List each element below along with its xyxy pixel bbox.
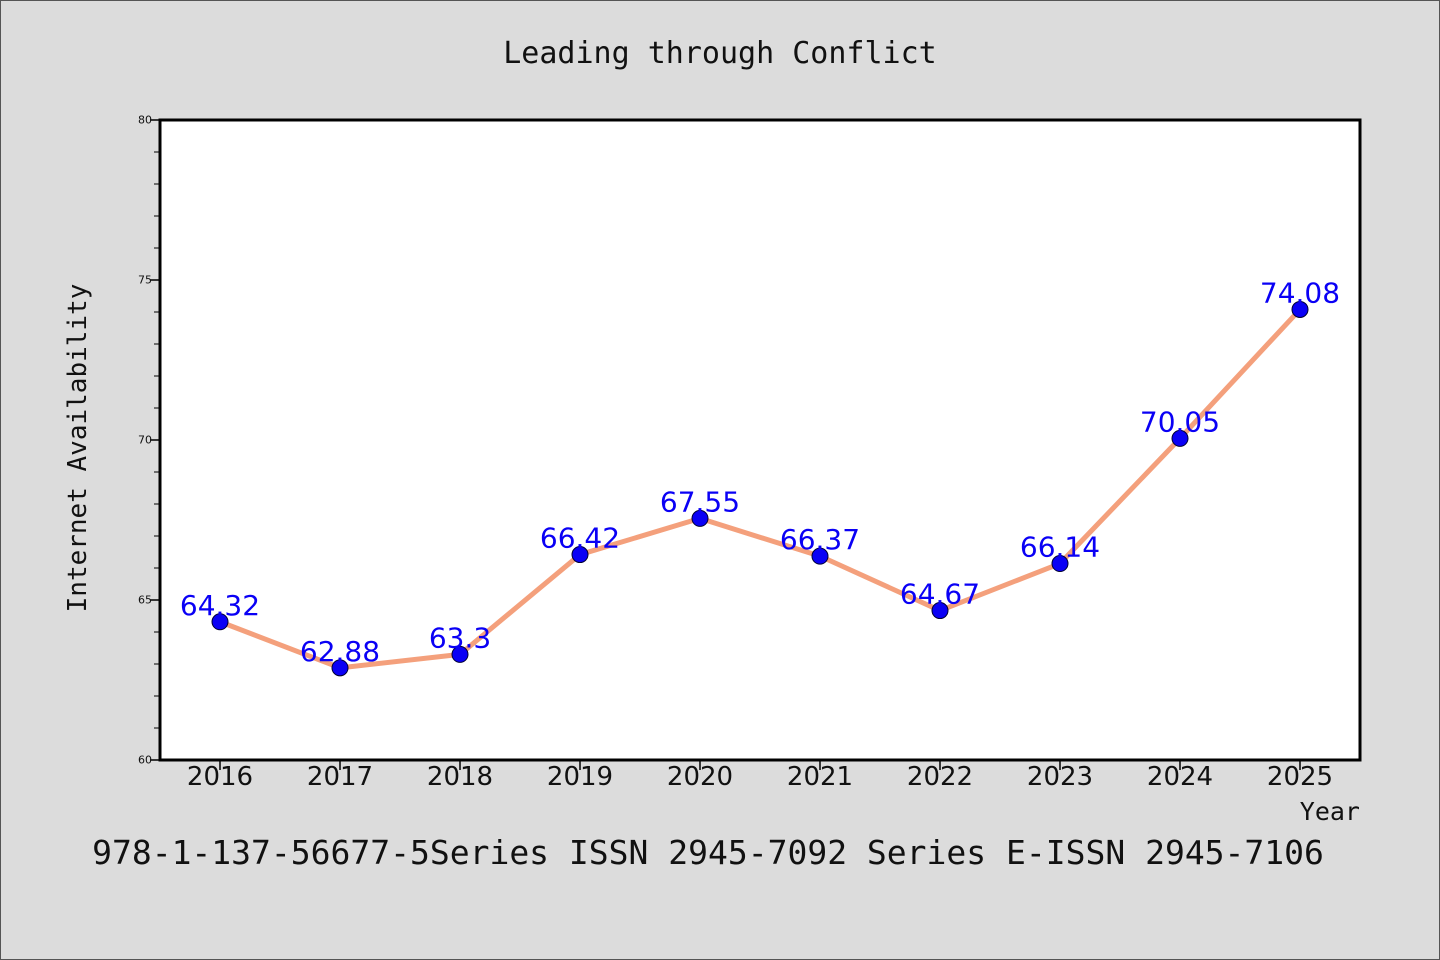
x-tick-label: 2019 <box>547 762 613 792</box>
x-tick-label: 2025 <box>1267 762 1333 792</box>
y-tick-label: 70 <box>138 434 152 447</box>
y-tick-label: 75 <box>138 274 152 287</box>
data-point-marker <box>1171 429 1189 447</box>
isbn-issn-footnote: 978-1-137-56677-5Series ISSN 2945-7092 S… <box>92 833 1324 872</box>
data-label: 63.3 <box>429 621 491 654</box>
data-label: 64.32 <box>180 589 260 622</box>
data-point-marker <box>211 613 229 631</box>
y-axis-label: Internet Availability <box>63 284 93 613</box>
y-tick-label: 80 <box>138 114 152 127</box>
x-tick-label: 2020 <box>667 762 733 792</box>
data-label: 70.05 <box>1140 405 1220 438</box>
x-tick-label: 2018 <box>427 762 493 792</box>
data-point-marker <box>691 509 709 527</box>
x-axis-ticks: 2016 2017 2018 2019 2020 2021 2022 2023 2024 2025 <box>187 760 1333 792</box>
data-point-marker <box>811 547 829 565</box>
data-point-marker <box>1051 555 1069 573</box>
x-axis-label: Year <box>1300 797 1360 826</box>
chart-title: Leading through Conflict <box>503 36 936 71</box>
data-point-marker <box>451 645 469 663</box>
data-point-marker <box>331 659 349 677</box>
data-point-marker <box>1291 300 1309 318</box>
data-label: 66.42 <box>540 522 620 555</box>
x-tick-label: 2022 <box>907 762 973 792</box>
x-tick-label: 2021 <box>787 762 853 792</box>
x-tick-label: 2024 <box>1147 762 1213 792</box>
x-tick-label: 2016 <box>187 762 253 792</box>
data-label: 66.14 <box>1020 531 1100 564</box>
y-tick-label: 65 <box>138 594 152 607</box>
data-point-marker <box>931 602 949 620</box>
data-label: 62.88 <box>300 635 380 668</box>
series-group: 64.32 62.88 63.3 66.42 67.55 66.37 64.67 66.14 7… <box>180 276 1340 677</box>
data-point-marker <box>571 546 589 564</box>
x-tick-label: 2017 <box>307 762 373 792</box>
data-label: 74.08 <box>1260 276 1340 309</box>
y-tick-label: 60 <box>138 754 152 767</box>
data-label: 64.67 <box>900 578 980 611</box>
series-line <box>217 306 1303 671</box>
plot-area <box>160 120 1360 760</box>
data-label: 66.37 <box>780 523 860 556</box>
data-label: 67.55 <box>660 485 740 518</box>
x-tick-label: 2023 <box>1027 762 1093 792</box>
plot-frame <box>158 118 1362 762</box>
y-axis-ticks: 60 65 70 75 80 <box>138 114 160 767</box>
